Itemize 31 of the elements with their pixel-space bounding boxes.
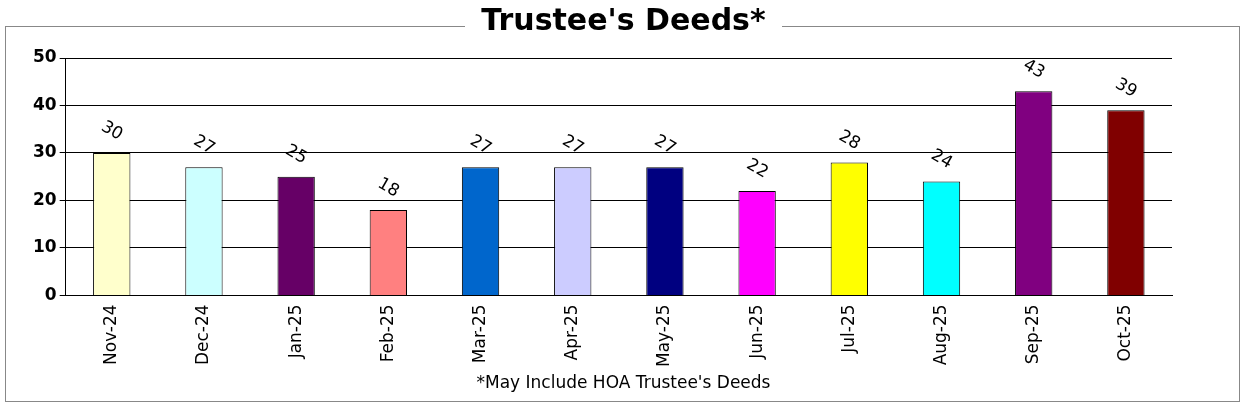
x-tick-label: Feb-25 xyxy=(376,304,397,363)
x-tick-label: Oct-25 xyxy=(1114,304,1135,362)
y-tick-label: 30 xyxy=(32,141,57,162)
y-tick-label: 20 xyxy=(32,188,57,209)
x-tick-label: Dec-24 xyxy=(192,304,213,366)
data-label: 30 xyxy=(98,115,127,144)
data-label: 39 xyxy=(1112,72,1142,101)
x-tick-label: Jan-25 xyxy=(284,304,305,360)
data-label: 27 xyxy=(190,129,220,158)
text: *May Include HOA Trustee's Deeds xyxy=(475,372,772,392)
y-tick-label: 10 xyxy=(32,236,57,257)
data-label: 27 xyxy=(559,129,588,158)
y-tick-label: 0 xyxy=(44,283,57,304)
chart-title: Trustee's Deeds* xyxy=(465,2,782,37)
x-tick-label: Aug-25 xyxy=(929,304,950,366)
data-label: 28 xyxy=(835,125,865,154)
x-tick-label: Jun-25 xyxy=(745,304,766,360)
x-tick-label: Nov-24 xyxy=(100,304,121,365)
data-label: 22 xyxy=(743,153,773,182)
x-tick-label: Mar-25 xyxy=(468,304,489,364)
data-label: 18 xyxy=(374,172,404,201)
data-label: 27 xyxy=(466,129,496,158)
y-tick-label: 50 xyxy=(32,46,57,67)
x-tick-label: May-25 xyxy=(653,304,674,368)
x-tick-label: Sep-25 xyxy=(1022,304,1043,365)
y-tick-label: 40 xyxy=(32,93,57,114)
data-label: 27 xyxy=(651,129,681,158)
data-label: 24 xyxy=(927,144,957,173)
data-label: 43 xyxy=(1020,53,1049,82)
x-tick-label: Jul-25 xyxy=(837,304,858,354)
x-tick-label: Apr-25 xyxy=(561,304,582,361)
